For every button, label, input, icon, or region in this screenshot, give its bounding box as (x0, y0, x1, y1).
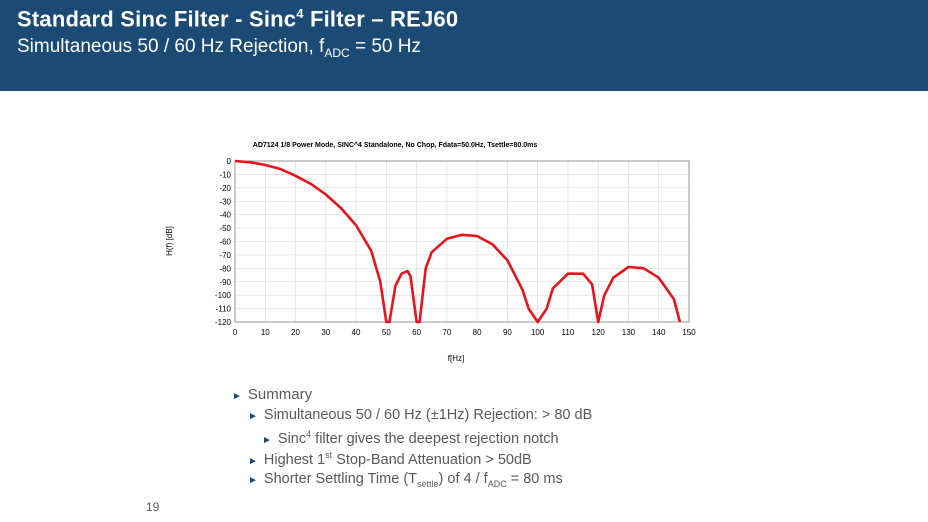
x-tick-label: 40 (352, 328, 361, 337)
bullet-arrow-icon: ► (248, 411, 258, 422)
y-tick-label: -110 (216, 305, 232, 314)
x-tick-label: 120 (592, 328, 606, 337)
x-tick-label: 150 (682, 328, 696, 337)
x-axis-ticks: 0 10 20 30 40 50 60 70 80 90 100 110 120 130 140 150 (233, 328, 696, 337)
x-tick-label: 140 (652, 328, 666, 337)
y-axis-ticks: 0 -10 -20 -30 -40 -50 -60 -70 -80 -90 -100 -110 -120 (215, 157, 232, 327)
y-tick-label: -120 (215, 318, 232, 327)
y-tick-label: -90 (219, 278, 231, 287)
x-tick-label: 100 (531, 328, 545, 337)
bullet-arrow-icon: ► (248, 475, 258, 486)
x-tick-label: 110 (562, 328, 575, 337)
x-tick-label: 130 (622, 328, 636, 337)
bullet-arrow-icon: ► (262, 434, 272, 446)
summary-item-1a: ► Sinc4 filter gives the deepest rejectio… (262, 429, 559, 447)
y-tick-label: -10 (219, 170, 231, 179)
y-tick-label: -50 (219, 224, 231, 233)
x-tick-label: 60 (412, 328, 421, 337)
x-tick-label: 70 (442, 328, 451, 337)
chart-title: AD7124 1/8 Power Mode, SINC^4 Standalone… (253, 141, 538, 149)
chart-grid (234, 160, 690, 323)
x-tick-label: 20 (291, 328, 300, 337)
y-tick-label: 0 (227, 157, 232, 166)
x-tick-label: 90 (503, 328, 512, 337)
y-tick-label: -30 (219, 197, 231, 206)
x-tick-label: 80 (473, 328, 482, 337)
slide-title: Standard Sinc Filter - Sinc4 Filter – RE… (17, 6, 459, 32)
filter-response-chart: AD7124 1/8 Power Mode, SINC^4 Standalone… (165, 141, 696, 363)
summary-item-2: ► Highest 1st Stop-Band Attenuation > 50d… (248, 450, 532, 468)
x-tick-label: 30 (321, 328, 330, 337)
x-tick-label: 0 (233, 328, 238, 337)
plot-frame (234, 160, 690, 323)
y-tick-label: -70 (219, 251, 231, 260)
y-tick-label: -40 (219, 211, 231, 220)
x-axis-label: f[Hz] (448, 354, 464, 363)
y-tick-label: -100 (215, 291, 232, 300)
summary-item-1: ► Simultaneous 50 / 60 Hz (±1Hz) Rejectio… (248, 407, 593, 423)
x-tick-label: 10 (261, 328, 270, 337)
slide-subtitle: Simultaneous 50 / 60 Hz Rejection, fADC … (17, 36, 421, 60)
page-number: 19 (146, 500, 160, 514)
y-axis-label: H(f) [dB] (165, 226, 174, 256)
y-tick-label: -20 (219, 184, 231, 193)
x-tick-label: 50 (382, 328, 391, 337)
y-tick-label: -80 (219, 264, 231, 273)
y-tick-label: -60 (219, 238, 231, 247)
response-curve (234, 159, 682, 324)
title-bar: Standard Sinc Filter - Sinc4 Filter – RE… (0, 0, 928, 91)
bullet-arrow-icon: ► (248, 455, 258, 467)
summary-item-3: ► Shorter Settling Time (Tsettle) of 4 / … (248, 471, 563, 489)
bullet-arrow-icon: ► (232, 391, 242, 402)
summary-heading: ► Summary (232, 386, 313, 403)
